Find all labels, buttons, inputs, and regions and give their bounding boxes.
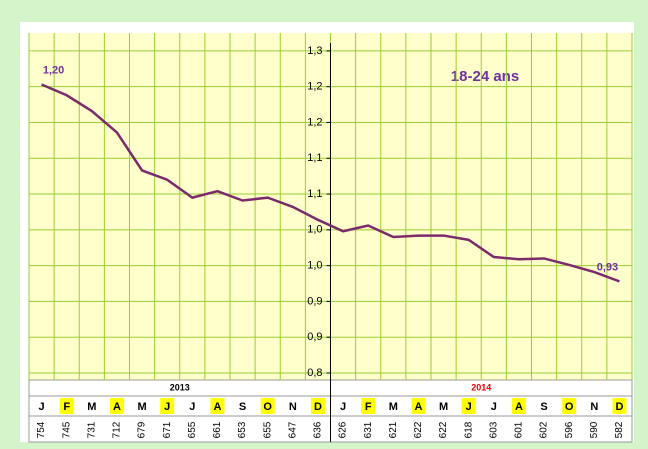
x-tick-label: J [340, 401, 346, 413]
x-tick-label: S [239, 401, 246, 413]
month-highlight [361, 398, 376, 414]
x-tick-label: A [515, 401, 523, 413]
count-label: 622 [438, 421, 449, 438]
y-tick-label: 1,2 [307, 116, 322, 128]
count-label: 679 [137, 421, 148, 438]
count-label: 618 [463, 421, 474, 438]
month-highlight [109, 398, 124, 414]
x-tick-label: D [615, 401, 623, 413]
x-tick-label: J [491, 401, 497, 413]
count-label: 602 [539, 421, 550, 438]
count-label: 671 [162, 421, 173, 438]
month-highlight [310, 398, 325, 414]
year-label: 2014 [471, 382, 491, 392]
month-highlight [461, 398, 476, 414]
x-tick-label: S [540, 401, 547, 413]
x-tick-label: M [389, 401, 398, 413]
x-tick-label: M [439, 401, 448, 413]
data-label: 1,20 [43, 64, 64, 76]
x-tick-label: F [63, 401, 70, 413]
count-label: 603 [488, 421, 499, 438]
y-tick-label: 0,9 [307, 295, 322, 307]
x-tick-label: A [213, 401, 221, 413]
x-tick-label: N [289, 401, 297, 413]
month-highlight [562, 398, 577, 414]
count-label: 745 [61, 421, 72, 438]
month-highlight [612, 398, 627, 414]
y-tick-label: 1,2 [307, 81, 322, 93]
count-label: 590 [589, 421, 600, 438]
y-tick-label: 1,0 [307, 224, 322, 236]
x-tick-label: J [164, 401, 170, 413]
count-label: 621 [388, 421, 399, 438]
y-tick-label: 0,8 [307, 367, 322, 379]
x-tick-label: J [39, 401, 45, 413]
year-label: 2013 [170, 382, 190, 392]
count-label: 655 [262, 421, 273, 438]
count-label: 622 [413, 421, 424, 438]
x-tick-label: A [414, 401, 422, 413]
x-tick-label: J [466, 401, 472, 413]
count-label: 712 [112, 421, 123, 438]
month-highlight [411, 398, 426, 414]
x-tick-label: D [314, 401, 322, 413]
count-label: 631 [363, 421, 374, 438]
y-tick-label: 1,3 [307, 45, 322, 57]
y-tick-label: 1,1 [307, 152, 322, 164]
y-tick-label: 0,9 [307, 331, 322, 343]
count-label: 661 [212, 421, 223, 438]
count-label: 647 [287, 421, 298, 438]
month-highlight [210, 398, 225, 414]
month-highlight [59, 398, 74, 414]
x-tick-label: N [590, 401, 598, 413]
count-label: 582 [614, 421, 625, 438]
count-label: 754 [36, 421, 47, 438]
annotation: 18-24 ans [451, 68, 519, 85]
count-label: 655 [187, 421, 198, 438]
month-highlight [160, 398, 175, 414]
x-tick-label: A [113, 401, 121, 413]
line [41, 83, 620, 283]
x-tick-label: M [137, 401, 146, 413]
count-label: 653 [237, 421, 248, 438]
x-tick-label: F [365, 401, 372, 413]
count-label: 601 [514, 421, 525, 438]
x-tick-label: O [565, 401, 574, 413]
y-tick-label: 1,0 [307, 260, 322, 272]
x-tick-label: O [263, 401, 272, 413]
data-label: 0,93 [597, 261, 618, 273]
x-tick-label: M [87, 401, 96, 413]
count-label: 636 [313, 421, 324, 438]
month-highlight [511, 398, 526, 414]
count-label: 596 [564, 421, 575, 438]
count-label: 731 [86, 421, 97, 438]
x-tick-label: J [189, 401, 195, 413]
month-highlight [260, 398, 275, 414]
count-label: 626 [338, 421, 349, 438]
y-tick-label: 1,1 [307, 188, 322, 200]
